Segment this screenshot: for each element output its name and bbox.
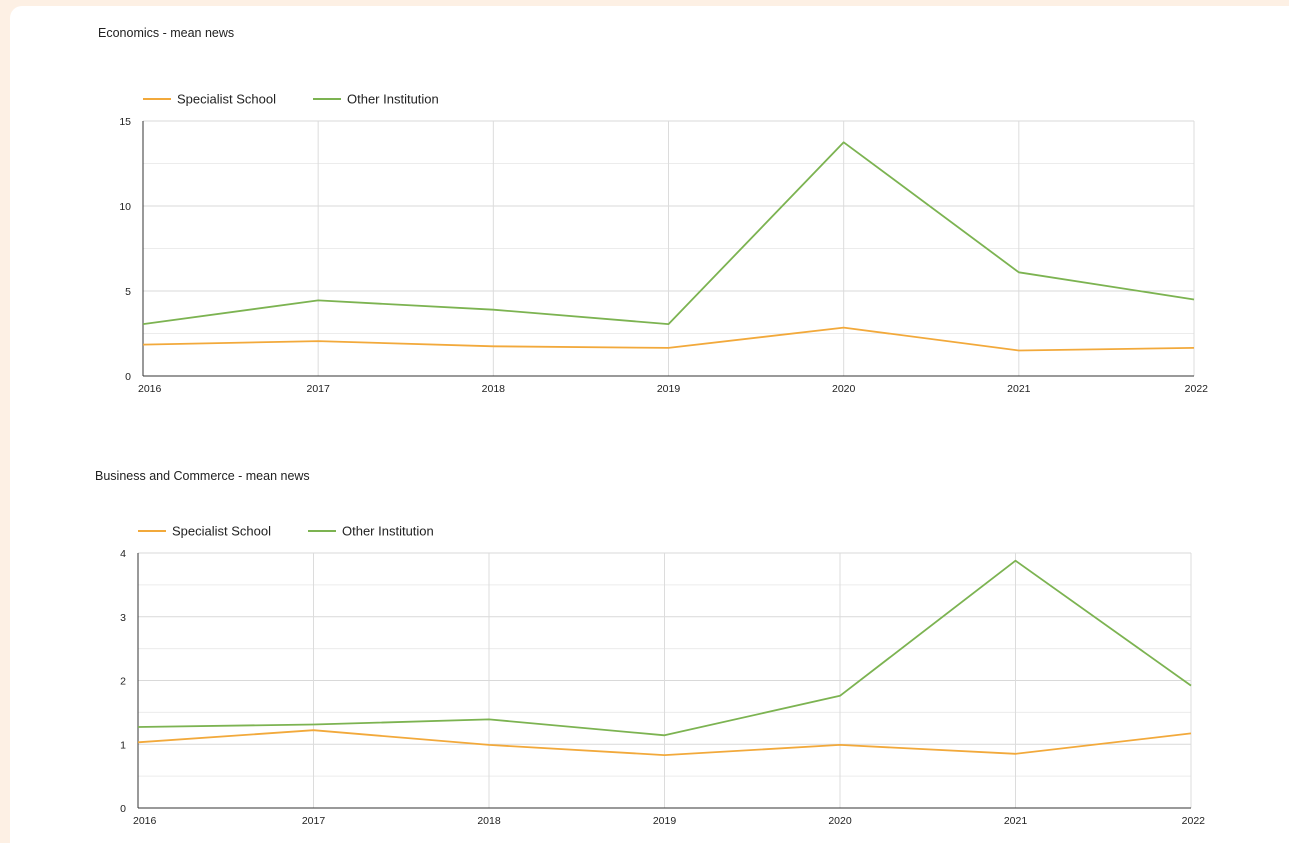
x-tick-label: 2018 <box>477 815 501 827</box>
x-tick-label: 2017 <box>306 383 330 395</box>
series-line-other-institution <box>142 141 1195 326</box>
legend-label: Other Institution <box>342 524 434 539</box>
report-card: Economics - mean news 0 5 10 15 2016 2017 2018… <box>10 6 1289 843</box>
chart-title: Business and Commerce - mean news <box>95 469 310 483</box>
x-tick-label: 2019 <box>657 383 681 395</box>
business-commerce-plot: 0 1 2 3 4 2016 2017 2018 2019 2020 2021 2022 Special… <box>120 524 1206 828</box>
x-tick-label: 2021 <box>1004 815 1028 827</box>
series-line-specialist-school <box>142 326 1195 352</box>
y-tick-label: 15 <box>119 116 131 128</box>
legend-label: Specialist School <box>172 524 271 539</box>
series-line-other-institution <box>137 559 1192 737</box>
y-tick-label: 1 <box>120 739 126 751</box>
x-tick-label: 2016 <box>133 815 157 827</box>
y-tick-label: 0 <box>120 803 126 815</box>
x-tick-label: 2020 <box>832 383 856 395</box>
x-tick-label: 2022 <box>1185 383 1209 395</box>
legend-label: Other Institution <box>347 92 439 107</box>
x-tick-label: 2016 <box>138 383 162 395</box>
x-tick-label: 2018 <box>482 383 506 395</box>
series-line-specialist-school <box>137 729 1192 757</box>
x-tick-label: 2017 <box>302 815 326 827</box>
economics-plot: 0 5 10 15 2016 2017 2018 2019 2020 2021 2022 Specia… <box>119 92 1209 396</box>
y-tick-label: 5 <box>125 286 131 298</box>
chart-title: Economics - mean news <box>98 26 235 40</box>
x-tick-label: 2019 <box>653 815 677 827</box>
y-tick-label: 10 <box>119 201 131 213</box>
y-tick-label: 2 <box>120 676 126 688</box>
economics-chart: Economics - mean news 0 5 10 15 2016 2017 2018… <box>10 6 1289 406</box>
y-tick-label: 4 <box>120 548 126 560</box>
y-tick-label: 3 <box>120 612 126 624</box>
x-tick-label: 2021 <box>1007 383 1031 395</box>
y-tick-label: 0 <box>125 371 131 383</box>
business-commerce-chart: Business and Commerce - mean news 0 1 2 3 4 2… <box>10 446 1289 843</box>
x-tick-label: 2022 <box>1182 815 1206 827</box>
legend-label: Specialist School <box>177 92 276 107</box>
x-tick-label: 2020 <box>828 815 852 827</box>
